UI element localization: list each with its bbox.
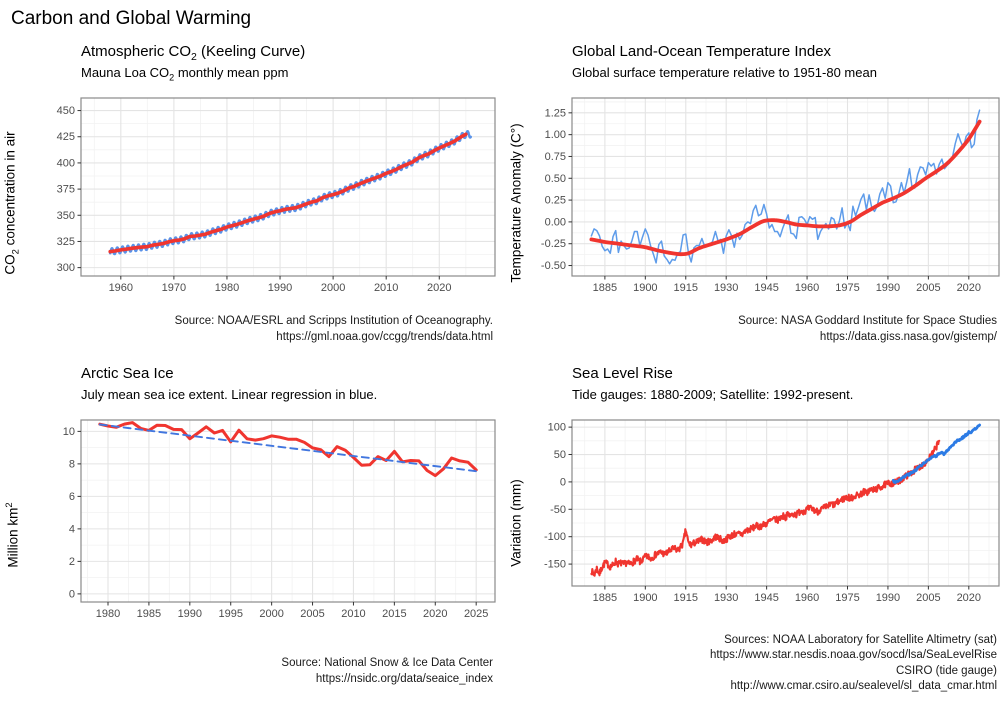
svg-text:400: 400 xyxy=(57,157,75,169)
page-title: Carbon and Global Warming xyxy=(11,8,252,29)
svg-text:1960: 1960 xyxy=(795,282,819,294)
svg-text:-100: -100 xyxy=(544,531,566,543)
svg-text:1995: 1995 xyxy=(218,608,242,620)
svg-text:0: 0 xyxy=(69,588,75,600)
svg-text:1990: 1990 xyxy=(268,282,292,294)
svg-text:425: 425 xyxy=(57,131,75,143)
svg-text:0.50: 0.50 xyxy=(545,173,566,185)
svg-text:2005: 2005 xyxy=(916,282,940,294)
svg-text:0.25: 0.25 xyxy=(545,195,566,207)
svg-text:2020: 2020 xyxy=(423,608,447,620)
co2-chart-title: Atmospheric CO2 (Keeling Curve) xyxy=(81,43,306,63)
co2-source-caption: Source: NOAA/ESRL and Scripps Institutio… xyxy=(174,315,493,343)
co2-plot-svg: 1960 1970 1980 1990 2000 2010 2020 300 325 350 375… xyxy=(57,97,496,294)
temperature-y-axis-label: Temperature Anomaly (C°) xyxy=(508,122,524,283)
svg-text:1930: 1930 xyxy=(714,592,738,604)
svg-text:1990: 1990 xyxy=(178,608,202,620)
svg-text:1930: 1930 xyxy=(714,282,738,294)
sea-level-y-axis-label-area: Variation (mm) xyxy=(504,416,528,630)
svg-text:1990: 1990 xyxy=(876,592,900,604)
charts-grid: Atmospheric CO2 (Keeling Curve) Mauna Lo… xyxy=(0,36,1008,716)
svg-text:2010: 2010 xyxy=(374,282,398,294)
svg-text:1945: 1945 xyxy=(754,282,778,294)
svg-text:2020: 2020 xyxy=(957,282,981,294)
sea-level-plot-svg: 1885 1900 1915 1930 1945 1960 1975 1990 2005 2020… xyxy=(544,419,1000,604)
sea-level-y-axis-label: Variation (mm) xyxy=(508,478,524,567)
svg-text:1975: 1975 xyxy=(835,592,859,604)
sea-ice-chart-subtitle: July mean sea ice extent. Linear regress… xyxy=(81,387,378,402)
svg-text:375: 375 xyxy=(57,184,75,196)
svg-text:-0.25: -0.25 xyxy=(541,238,566,250)
sea-ice-chart-title: Arctic Sea Ice xyxy=(81,365,174,382)
svg-text:1960: 1960 xyxy=(109,282,133,294)
svg-text:8: 8 xyxy=(69,458,75,470)
temperature-chart-subtitle: Global surface temperature relative to 1… xyxy=(572,65,877,80)
svg-text:4: 4 xyxy=(69,523,75,535)
co2-chart: Atmospheric CO2 (Keeling Curve) Mauna Lo… xyxy=(0,36,504,358)
svg-text:1915: 1915 xyxy=(674,592,698,604)
svg-text:2005: 2005 xyxy=(916,592,940,604)
sea-ice-plot-svg: 1980 1985 1990 1995 2000 2005 2010 2015 2020 2025… xyxy=(63,419,496,620)
svg-text:1885: 1885 xyxy=(593,592,617,604)
co2-y-axis-label: CO2 concentration in air xyxy=(2,130,22,275)
svg-text:1945: 1945 xyxy=(754,592,778,604)
sea-ice-chart: Arctic Sea Ice July mean sea ice extent.… xyxy=(0,358,504,716)
temperature-plot-svg: 1885 1900 1915 1930 1945 1960 1975 1990 2005 2020… xyxy=(541,97,1000,294)
svg-text:1900: 1900 xyxy=(633,282,657,294)
sea-ice-y-axis-label: Million km2 xyxy=(3,501,21,568)
svg-text:50: 50 xyxy=(554,449,566,461)
svg-text:1985: 1985 xyxy=(137,608,161,620)
svg-text:-150: -150 xyxy=(544,559,566,571)
temperature-chart-title: Global Land-Ocean Temperature Index xyxy=(572,43,832,60)
svg-text:1.00: 1.00 xyxy=(545,129,566,141)
sea-level-chart: Sea Level Rise Tide gauges: 1880-2009; S… xyxy=(504,358,1008,716)
svg-text:2005: 2005 xyxy=(300,608,324,620)
svg-text:2025: 2025 xyxy=(464,608,488,620)
temperature-y-axis-label-area: Temperature Anomaly (C°) xyxy=(504,94,528,311)
svg-text:1885: 1885 xyxy=(593,282,617,294)
svg-text:2000: 2000 xyxy=(259,608,283,620)
svg-text:1960: 1960 xyxy=(795,592,819,604)
svg-text:300: 300 xyxy=(57,262,75,274)
svg-text:2020: 2020 xyxy=(957,592,981,604)
svg-text:10: 10 xyxy=(63,426,75,438)
svg-text:100: 100 xyxy=(548,422,566,434)
svg-text:2020: 2020 xyxy=(427,282,451,294)
svg-text:1915: 1915 xyxy=(674,282,698,294)
svg-text:1990: 1990 xyxy=(876,282,900,294)
svg-text:350: 350 xyxy=(57,210,75,222)
svg-text:450: 450 xyxy=(57,105,75,117)
svg-text:-0.50: -0.50 xyxy=(541,260,566,272)
svg-text:2010: 2010 xyxy=(341,608,365,620)
svg-text:325: 325 xyxy=(57,236,75,248)
svg-text:1980: 1980 xyxy=(96,608,120,620)
sea-level-source-caption: Sources: NOAA Laboratory for Satellite A… xyxy=(709,633,997,693)
svg-text:2000: 2000 xyxy=(321,282,345,294)
temperature-chart: Global Land-Ocean Temperature Index Glob… xyxy=(504,36,1008,358)
sea-level-chart-title: Sea Level Rise xyxy=(572,365,673,382)
svg-text:1970: 1970 xyxy=(162,282,186,294)
co2-y-axis-label-area: CO2 concentration in air xyxy=(0,94,24,311)
svg-text:2015: 2015 xyxy=(382,608,406,620)
svg-text:0.00: 0.00 xyxy=(545,216,566,228)
svg-text:-50: -50 xyxy=(550,504,566,516)
svg-text:0: 0 xyxy=(560,476,566,488)
sea-ice-y-axis-label-area: Million km2 xyxy=(0,416,24,653)
svg-text:1.25: 1.25 xyxy=(545,107,566,119)
sea-ice-source-caption: Source: National Snow & Ice Data Center … xyxy=(281,657,493,685)
sea-level-chart-subtitle: Tide gauges: 1880-2009; Satellite: 1992-… xyxy=(572,387,854,402)
svg-text:2: 2 xyxy=(69,556,75,568)
svg-text:1900: 1900 xyxy=(633,592,657,604)
co2-chart-subtitle: Mauna Loa CO2 monthly mean ppm xyxy=(81,65,289,83)
svg-text:1980: 1980 xyxy=(215,282,239,294)
svg-text:0.75: 0.75 xyxy=(545,151,566,163)
temperature-source-caption: Source: NASA Goddard Institute for Space… xyxy=(738,315,997,343)
svg-text:6: 6 xyxy=(69,491,75,503)
svg-text:1975: 1975 xyxy=(835,282,859,294)
